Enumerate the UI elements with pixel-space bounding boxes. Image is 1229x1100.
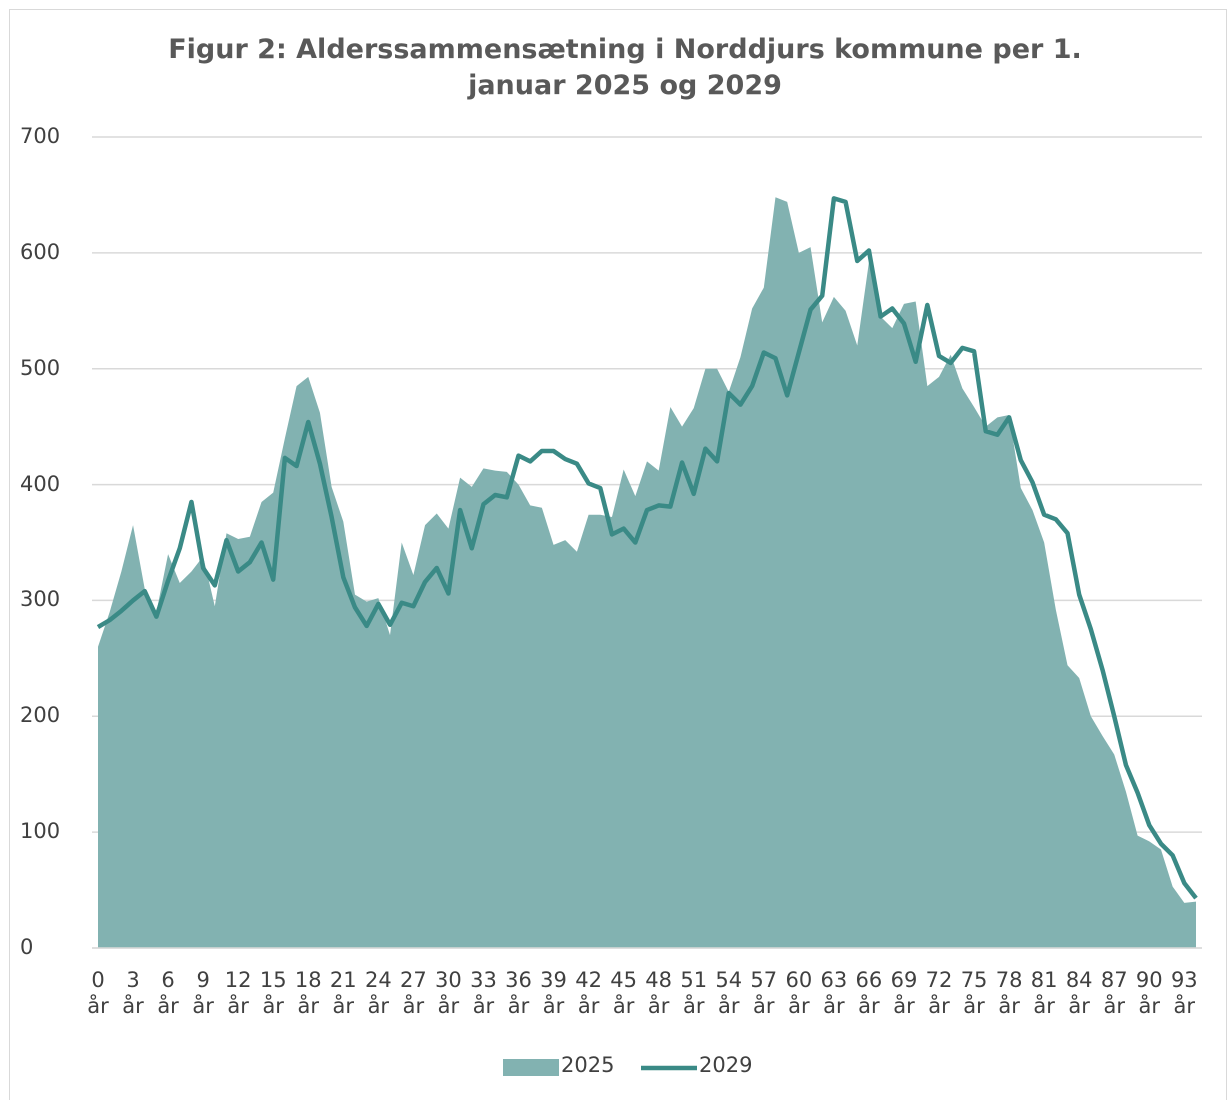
chart-frame	[9, 9, 1227, 1100]
x-tick-label: 87 år	[1100, 968, 1128, 1018]
x-tick-label: 81 år	[1030, 968, 1058, 1018]
x-tick-label: 90 år	[1135, 968, 1163, 1018]
x-tick-label: 66 år	[855, 968, 883, 1018]
x-tick-label: 21 år	[329, 968, 357, 1018]
x-tick-label: 36 år	[505, 968, 532, 1018]
legend-swatch	[503, 1059, 559, 1076]
x-tick-label: 57 år	[750, 968, 778, 1018]
y-tick-label: 700	[20, 124, 61, 148]
x-tick-label: 12 år	[224, 968, 252, 1018]
x-tick-label: 42 år	[575, 968, 602, 1018]
legend-label: 2029	[699, 1053, 753, 1077]
x-tick-label: 45 år	[610, 968, 637, 1018]
line	[96, 196, 1198, 900]
x-tick-label: 48 år	[645, 968, 673, 1018]
x-tick-label: 27 år	[400, 968, 427, 1018]
x-tick-label: 24 år	[364, 968, 392, 1018]
x-tick-label: 6 år	[157, 968, 179, 1018]
y-tick-label: 600	[20, 239, 61, 264]
y-tick-label: 100	[20, 819, 61, 844]
y-tick-label: 400	[20, 471, 61, 496]
y-tick-label: 300	[20, 587, 61, 612]
x-tick-label: 54 år	[715, 968, 743, 1018]
y-tick-label: 500	[20, 355, 61, 380]
legend-label: 2025	[561, 1053, 615, 1077]
x-tick-label: 63 år	[820, 968, 848, 1018]
x-tick-label: 78 år	[995, 968, 1023, 1018]
y-tick-label: 0	[20, 935, 34, 959]
area	[98, 197, 1196, 948]
x-tick-label: 60 år	[785, 968, 813, 1018]
x-tick-label: 93 år	[1170, 968, 1198, 1018]
x-tick-label: 0 år	[87, 968, 109, 1018]
y-tick-label: 200	[20, 703, 61, 728]
x-tick-label: 15 år	[259, 968, 287, 1018]
x-tick-label: 84 år	[1065, 968, 1093, 1018]
x-tick-label: 33 år	[470, 968, 497, 1018]
chart-title: Figur 2: Alderssammensætning i Norddjurs…	[168, 34, 1082, 101]
x-tick-label: 3 år	[122, 968, 144, 1018]
x-tick-label: 30 år	[435, 968, 462, 1018]
x-tick-label: 9 år	[192, 968, 214, 1018]
x-tick-label: 39 år	[540, 968, 567, 1018]
x-tick-label: 18 år	[294, 968, 322, 1018]
x-tick-label: 51 år	[680, 968, 708, 1018]
x-tick-label: 69 år	[890, 968, 918, 1018]
x-tick-label: 75 år	[960, 968, 988, 1018]
x-tick-label: 72 år	[925, 968, 953, 1018]
